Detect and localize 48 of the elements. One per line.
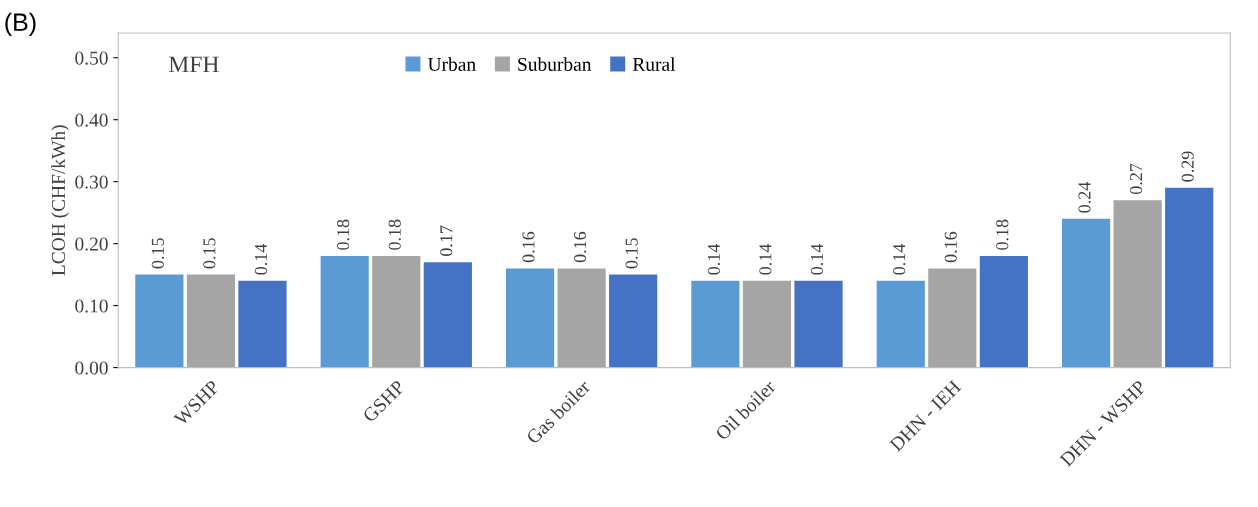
bar — [238, 280, 287, 368]
data-label: 0.14 — [254, 243, 268, 275]
data-label: 0.16 — [522, 231, 535, 263]
bar — [979, 256, 1028, 368]
data-label: 0.18 — [996, 219, 1009, 250]
bar — [186, 274, 236, 368]
bar — [691, 280, 740, 368]
data-label: 0.18 — [388, 219, 401, 250]
y-tick-label: 0.30 — [75, 175, 108, 189]
bar — [423, 262, 472, 368]
bar — [609, 274, 658, 368]
data-label: 0.15 — [203, 238, 216, 269]
data-label: 0.15 — [625, 238, 638, 269]
data-label: 0.29 — [1181, 151, 1194, 182]
legend-label: Rural — [632, 57, 676, 71]
bar — [876, 280, 925, 368]
bar — [505, 268, 555, 368]
legend-label: Suburban — [518, 57, 592, 71]
data-label: 0.17 — [440, 225, 453, 256]
bar — [742, 280, 792, 368]
y-tick-label: 0.50 — [75, 51, 108, 65]
data-label: 0.18 — [337, 219, 350, 250]
bar — [928, 268, 977, 368]
data-label: 0.24 — [1078, 181, 1091, 213]
bar — [135, 274, 184, 368]
y-tick-label: 0.10 — [75, 299, 108, 313]
bar — [1165, 187, 1214, 368]
data-label: 0.14 — [893, 243, 906, 275]
data-label: 0.16 — [573, 231, 587, 263]
y-tick-label: 0.20 — [75, 237, 108, 251]
annotation: MFH — [168, 56, 219, 73]
bar — [1061, 218, 1111, 368]
bar — [372, 256, 421, 368]
chart-title: (B) — [5, 12, 36, 36]
bar — [320, 256, 369, 368]
bar — [557, 268, 606, 368]
bar — [794, 280, 843, 368]
data-label: 0.15 — [151, 238, 164, 269]
bar — [1113, 200, 1162, 368]
data-label: 0.14 — [810, 243, 824, 275]
legend-label: Urban — [427, 57, 476, 71]
y-tick-label: 0.40 — [75, 113, 108, 127]
data-label: 0.14 — [707, 243, 720, 275]
y-axis-title: LCOH (CHF/kWh) — [51, 125, 69, 276]
data-label: 0.14 — [759, 243, 772, 275]
data-label: 0.16 — [944, 231, 957, 263]
y-tick-label: 0.00 — [75, 361, 108, 375]
data-label: 0.27 — [1129, 163, 1143, 195]
